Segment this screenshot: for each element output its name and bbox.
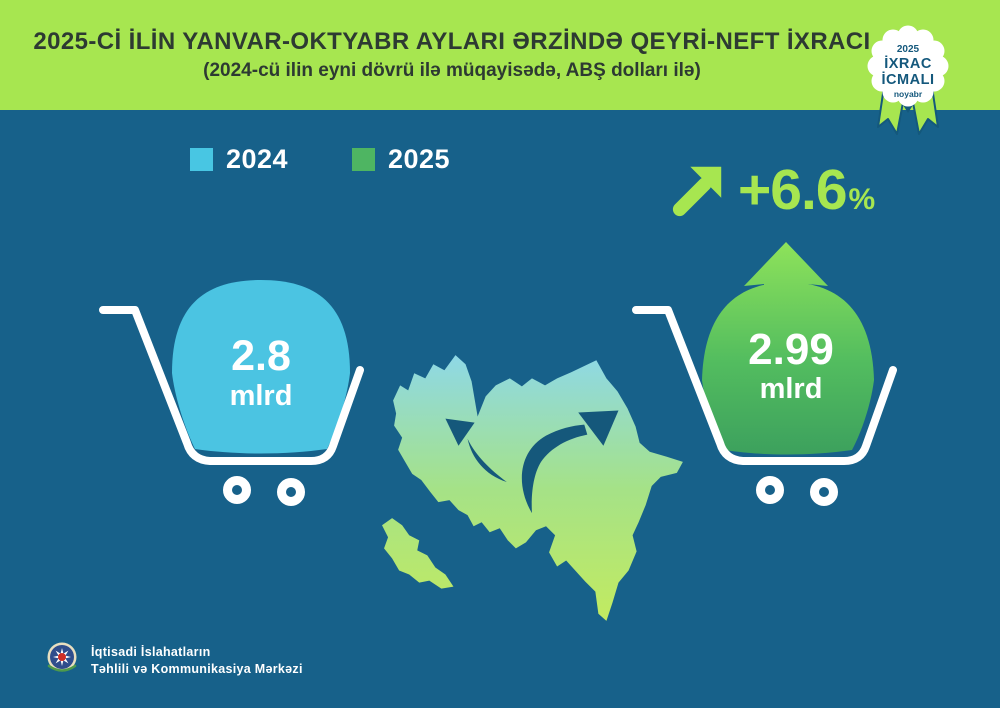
page-title: 2025-Cİ İLİN YANVAR-OKTYABR AYLARI ƏRZİN… (33, 27, 871, 55)
legend-label-2024: 2024 (226, 144, 289, 174)
state-emblem-icon (47, 642, 77, 672)
scallop-circle-icon (867, 25, 949, 107)
export-arrow-small-head-icon (445, 418, 475, 446)
shopping-cart-icon (632, 306, 897, 465)
azerbaijan-map (382, 355, 683, 621)
growth-percent-sign: % (848, 183, 876, 216)
map-nakhchivan-shape (382, 518, 454, 589)
badge-month: noyabr (894, 89, 923, 99)
growth-arrow-icon (672, 166, 722, 217)
shopping-cart-icon (99, 306, 364, 465)
cart-load-2024 (172, 280, 350, 454)
legend-swatch-2024 (190, 148, 213, 171)
legend-item-2025: 2025 (352, 144, 450, 175)
cart-2024: 2.8 mlrd (99, 280, 364, 506)
cart-2025: 2.99 mlrd (632, 242, 897, 506)
badge-year: 2025 (897, 44, 920, 55)
badge-title-line1: İXRAC (884, 55, 932, 72)
cart-unit-2025: mlrd (760, 373, 823, 405)
legend-swatch-2025 (352, 148, 375, 171)
cart-wheel-icon (810, 478, 838, 506)
cart-unit-2024: mlrd (230, 380, 293, 412)
header-text-block: 2025-Cİ İLİN YANVAR-OKTYABR AYLARI ƏRZİN… (0, 0, 1000, 110)
growth-value: +6.6 (738, 158, 848, 222)
footer: İqtisadi İslahatların Təhlili və Kommuni… (45, 641, 303, 679)
growth-indicator: +6.6 % (738, 162, 875, 219)
export-arrows-group (445, 410, 619, 514)
cart-wheel-icon (277, 478, 305, 506)
cart-value-2024: 2.8 (231, 332, 291, 380)
org-name-line1: İqtisadi İslahatların (91, 644, 211, 659)
export-arrow-large-icon (521, 424, 588, 514)
org-name: İqtisadi İslahatların Təhlili və Kommuni… (91, 645, 303, 676)
org-name-line2: Təhlili və Kommunikasiya Mərkəzi (91, 661, 303, 676)
rosette-seal-icon: 2025 İXRAC İCMALI noyabr (867, 25, 949, 135)
page-subtitle: (2024-cü ilin eyni dövrü ilə müqayisədə,… (203, 60, 701, 82)
badge-title-line2: İCMALI (882, 71, 935, 88)
header-banner: 2025-Cİ İLİN YANVAR-OKTYABR AYLARI ƏRZİN… (0, 0, 1000, 110)
cart-value-2025: 2.99 (748, 325, 834, 374)
edition-badge: 2025 İXRAC İCMALI noyabr (857, 12, 957, 144)
cart-wheel-icon (223, 476, 251, 504)
cart-load-2025 (702, 282, 874, 455)
export-arrow-large-head-icon (578, 410, 619, 446)
cart-wheel-icon (756, 476, 784, 504)
legend-label-2025: 2025 (388, 144, 451, 174)
legend-item-2024: 2024 (190, 144, 288, 175)
